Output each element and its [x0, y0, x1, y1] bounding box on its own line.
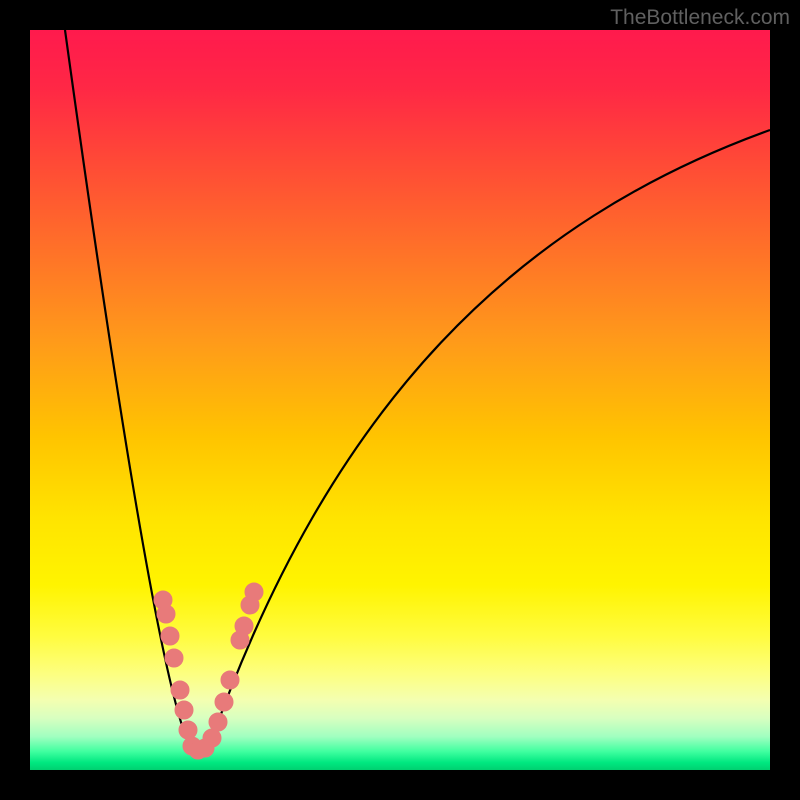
- watermark-text: TheBottleneck.com: [610, 6, 790, 30]
- data-marker: [175, 701, 193, 719]
- data-marker: [203, 729, 221, 747]
- data-marker: [165, 649, 183, 667]
- bottleneck-chart: [0, 0, 800, 800]
- data-marker: [171, 681, 189, 699]
- data-marker: [157, 605, 175, 623]
- data-marker: [215, 693, 233, 711]
- plot-background: [30, 30, 770, 770]
- data-marker: [209, 713, 227, 731]
- data-marker: [179, 721, 197, 739]
- data-marker: [245, 583, 263, 601]
- data-marker: [161, 627, 179, 645]
- data-marker: [235, 617, 253, 635]
- data-marker: [221, 671, 239, 689]
- chart-container: TheBottleneck.com: [0, 0, 800, 800]
